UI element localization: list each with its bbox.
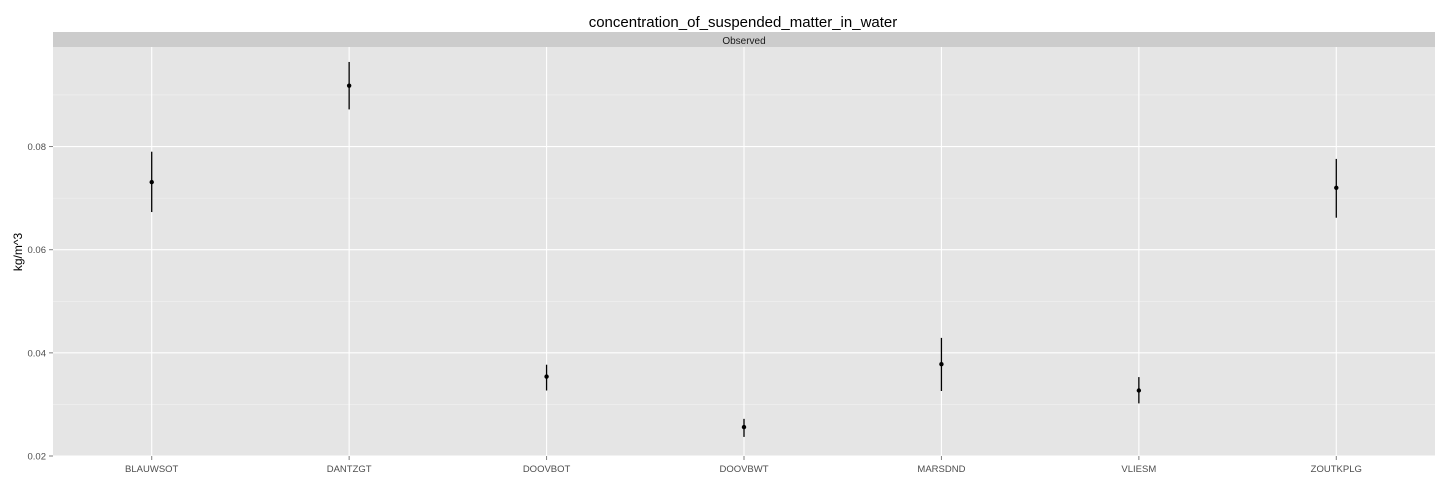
x-tick-label: VLIESM <box>1121 464 1156 475</box>
axis-ticks: 0.02 0.04 0.06 0.08 BLAUWSOT DANTZGT DOOVBOT DO… <box>28 142 1362 475</box>
y-tick-label: 0.08 <box>28 142 47 153</box>
y-tick-label: 0.04 <box>28 348 47 359</box>
grid-lines <box>53 47 1435 457</box>
data-point <box>346 83 352 88</box>
x-tick-label: DANTZGT <box>327 464 372 475</box>
data-point <box>939 361 944 367</box>
x-tick-label: ZOUTKPLG <box>1311 464 1362 475</box>
y-tick-label: 0.02 <box>28 452 47 463</box>
x-tick-label: DOOVBWT <box>719 464 768 475</box>
chart-title: concentration_of_suspended_matter_in_wat… <box>588 14 898 31</box>
data-point <box>1334 185 1339 191</box>
data-point <box>1136 388 1142 393</box>
facet-strip <box>53 32 1435 47</box>
x-tick-label: BLAUWSOT <box>125 464 179 475</box>
data-marks <box>149 61 1339 437</box>
y-tick-label: 0.06 <box>28 245 47 256</box>
data-point <box>149 179 154 185</box>
data-point <box>741 424 747 430</box>
data-point <box>544 374 549 379</box>
facet-strip-label: Observed <box>722 36 765 47</box>
x-tick-label: MARSDND <box>917 464 965 475</box>
x-tick-label: DOOVBOT <box>523 464 571 475</box>
